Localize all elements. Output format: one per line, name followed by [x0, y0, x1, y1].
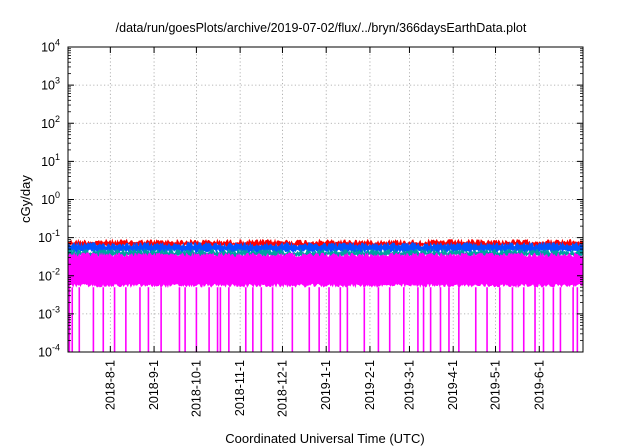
- x-axis-label: Coordinated Universal Time (UTC): [225, 431, 424, 446]
- y-tick-label: 102: [41, 114, 60, 131]
- chart-title: /data/run/goesPlots/archive/2019-07-02/f…: [116, 21, 527, 35]
- x-tick-label: 2018-12-1: [275, 360, 289, 417]
- x-tick-label: 2018-11-1: [233, 360, 247, 416]
- y-tick-label-base: 10: [41, 41, 55, 55]
- y-tick-label-base: 10: [38, 346, 52, 360]
- y-tick-label-base: 10: [38, 231, 52, 245]
- y-tick-label: 10-3: [38, 304, 60, 321]
- y-tick-label-base: 10: [41, 193, 55, 207]
- y-tick-label-base: 10: [41, 155, 55, 169]
- y-axis-label: cGy/day: [18, 175, 33, 223]
- y-tick-label-base: 10: [38, 307, 52, 321]
- y-tick-label-base: 10: [41, 79, 55, 93]
- y-tick-label-exponent: 3: [55, 76, 60, 86]
- y-tick-label-exponent: 4: [55, 38, 60, 48]
- y-tick-label: 10-2: [38, 266, 60, 283]
- x-tick-label: 2018-8-1: [103, 360, 117, 410]
- x-axis: 2018-8-1 2018-9-1 2018-10-1 2018-11-1 2018-1…: [103, 47, 546, 417]
- y-tick-label: 101: [41, 152, 60, 169]
- x-tick-label: 2019-2-1: [363, 360, 377, 410]
- y-tick-label: 100: [41, 190, 60, 207]
- y-tick-label: 10-4: [38, 343, 60, 360]
- y-tick-label-exponent: 0: [55, 190, 60, 200]
- y-tick-label-exponent: 1: [55, 152, 60, 162]
- x-tick-label: 2019-3-1: [402, 360, 416, 410]
- y-tick-label: 10-1: [38, 228, 60, 245]
- x-tick-label: 2018-10-1: [189, 360, 203, 417]
- y-tick-label: 104: [41, 38, 60, 55]
- y-tick-label-exponent: -1: [52, 228, 60, 238]
- x-tick-label: 2018-9-1: [147, 360, 161, 410]
- y-tick-label-exponent: -4: [52, 343, 60, 353]
- y-tick-label-base: 10: [38, 269, 52, 283]
- y-tick-label-exponent: -2: [52, 266, 60, 276]
- grid: [68, 47, 583, 352]
- x-tick-label: 2019-5-1: [489, 360, 503, 410]
- y-tick-label-base: 10: [41, 117, 55, 131]
- series-band-3: [67, 251, 584, 289]
- x-tick-label: 2019-1-1: [319, 360, 333, 410]
- y-tick-label-exponent: 2: [55, 114, 60, 124]
- y-tick-label: 103: [41, 76, 60, 93]
- x-tick-label: 2019-4-1: [446, 360, 460, 410]
- y-tick-label-exponent: -3: [52, 304, 60, 314]
- x-tick-label: 2019-6-1: [532, 360, 546, 410]
